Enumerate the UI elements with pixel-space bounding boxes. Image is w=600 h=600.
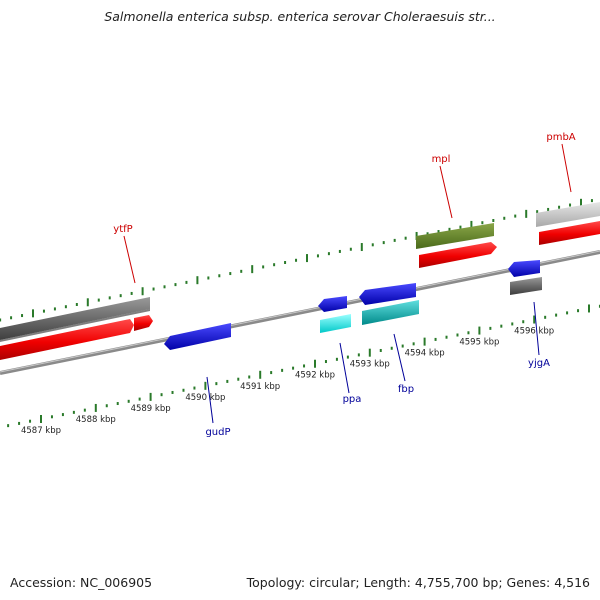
gene-red-left[interactable] — [0, 319, 134, 361]
kbp-tick-label: 4593 kbp — [350, 360, 390, 370]
top-strand-ticks — [0, 198, 593, 322]
leader-mpl — [439, 165, 453, 219]
gene-label-fbp[interactable]: fbp — [398, 384, 414, 395]
kbp-tick-label: 4594 kbp — [405, 349, 445, 359]
gene-blue-gudP[interactable] — [164, 323, 231, 350]
gene-olive-mpl[interactable] — [416, 223, 494, 249]
gene-lightgray-pmbA[interactable] — [536, 202, 600, 227]
backbone-line-highlight — [0, 250, 600, 373]
topology-text: Topology: circular; Length: 4,755,700 bp… — [246, 575, 590, 590]
gene-red-mid[interactable] — [419, 242, 497, 268]
gene-label-yjgA[interactable]: yjgA — [528, 358, 550, 369]
gene-label-mpl[interactable]: mpl — [432, 154, 451, 165]
map-title: Salmonella enterica subsp. enterica sero… — [104, 9, 496, 24]
kbp-tick-label: 4590 kbp — [185, 393, 225, 403]
kbp-tick-label: 4588 kbp — [76, 415, 116, 425]
gene-label-ytfP[interactable]: ytfP — [113, 224, 132, 235]
gene-gray-left-shade — [0, 309, 150, 342]
tick-labels: 4587 kbp 4588 kbp 4589 kbp 4590 kbp 4591 kbp… — [21, 327, 554, 436]
gene-red-right[interactable] — [539, 221, 600, 245]
kbp-tick-label: 4587 kbp — [21, 426, 61, 436]
kbp-tick-label: 4589 kbp — [131, 404, 171, 414]
leader-yjgA — [533, 301, 540, 356]
gene-blue-fbp[interactable] — [359, 283, 416, 305]
kbp-tick-label: 4595 kbp — [459, 338, 499, 348]
leader-fbp — [393, 333, 406, 382]
leader-ppa — [339, 342, 350, 394]
gene-label-gudP[interactable]: gudP — [205, 427, 230, 438]
backbone-line — [0, 250, 600, 375]
kbp-tick-label: 4596 kbp — [514, 327, 554, 337]
leader-ytfP — [123, 235, 136, 284]
gene-label-ppa[interactable]: ppa — [343, 394, 362, 405]
gene-blue-ppa-small[interactable] — [318, 296, 347, 312]
kbp-tick-label: 4591 kbp — [240, 382, 280, 392]
gene-blue-yjgA[interactable] — [508, 260, 540, 277]
gene-gray-left[interactable] — [0, 297, 150, 341]
accession-text: Accession: NC_006905 — [10, 575, 153, 590]
gene-teal-fbp[interactable] — [362, 300, 419, 325]
gene-cyan-ppa[interactable] — [320, 314, 351, 333]
leader-pmbA — [561, 143, 572, 193]
kbp-tick-label: 4592 kbp — [295, 371, 335, 381]
leader-gudP — [206, 376, 214, 424]
gene-gray-yjgA[interactable] — [510, 277, 542, 295]
gene-label-pmbA[interactable]: pmbA — [546, 132, 575, 143]
bottom-strand-ticks — [7, 304, 600, 428]
gene-red-small[interactable] — [134, 315, 153, 331]
